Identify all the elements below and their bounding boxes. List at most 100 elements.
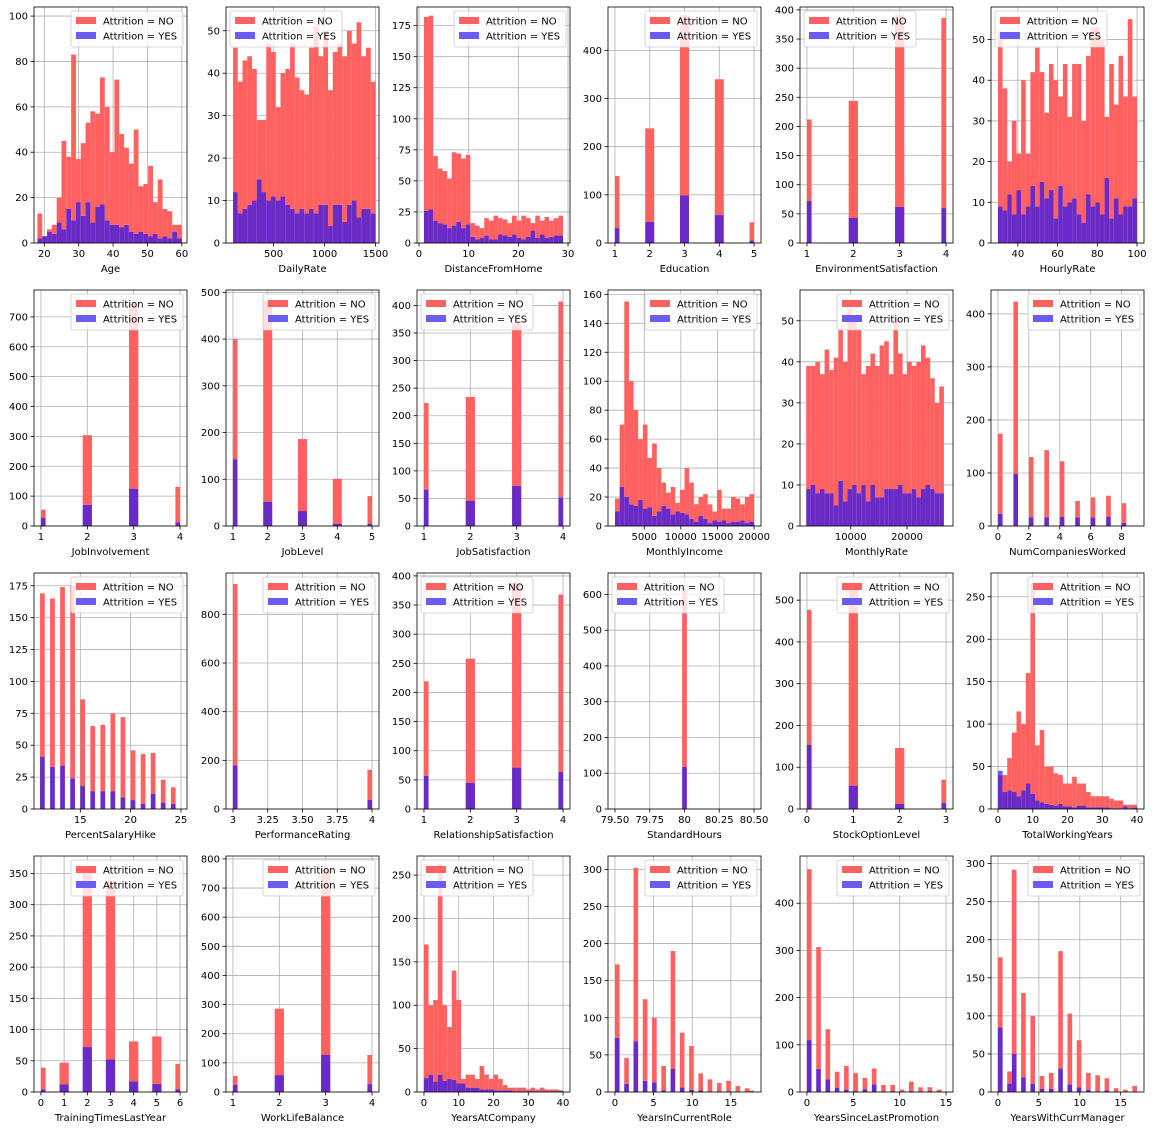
bar-attrition-no xyxy=(119,134,125,228)
bar-overlap xyxy=(530,1091,536,1092)
bar-attrition-no xyxy=(1011,120,1017,215)
bar-overlap xyxy=(647,507,653,526)
legend-box xyxy=(611,576,725,614)
bar-attrition-no xyxy=(615,498,620,512)
y-tick-label: 200 xyxy=(966,635,985,646)
bar-overlap xyxy=(824,493,830,526)
y-tick-label: 400 xyxy=(201,707,220,718)
bar-attrition-no xyxy=(1013,301,1019,475)
bar-overlap xyxy=(1025,783,1031,809)
bar-attrition-no xyxy=(895,15,905,207)
bar-overlap xyxy=(530,230,536,243)
bar-attrition-no xyxy=(60,587,65,766)
bar-overlap xyxy=(275,200,281,243)
bar-attrition-no xyxy=(1016,153,1022,191)
bar-overlap xyxy=(1048,804,1054,809)
bar-attrition-no xyxy=(1035,47,1040,207)
y-tick-label: 300 xyxy=(392,630,411,641)
bar-overlap xyxy=(1030,186,1036,243)
bar-attrition-no xyxy=(684,468,690,515)
bar-overlap xyxy=(50,766,55,809)
bar-attrition-no xyxy=(881,1084,886,1092)
bar-overlap xyxy=(829,493,834,526)
bar-overlap xyxy=(498,1090,503,1092)
legend-label-no: Attrition = NO xyxy=(453,300,524,311)
bar-overlap xyxy=(1021,1077,1026,1092)
y-tick-label: 250 xyxy=(392,871,411,882)
y-tick-label: 50 xyxy=(781,316,794,327)
subplot-YearsInCurrentRole: 0 5 10 15050100150200250300YearsInCurrentRo… xyxy=(583,855,762,1124)
bar-overlap xyxy=(366,209,371,243)
bar-attrition-no xyxy=(294,77,300,214)
bar-overlap xyxy=(927,1091,933,1092)
bar-overlap xyxy=(1104,1090,1110,1092)
legend-swatch-yes xyxy=(426,315,446,322)
bar-overlap xyxy=(693,521,699,526)
bar-overlap xyxy=(1109,218,1114,243)
bar-overlap xyxy=(321,1054,331,1092)
axes-frame xyxy=(33,6,188,244)
bar-attrition-no xyxy=(833,357,839,506)
legend-label-no: Attrition = NO xyxy=(869,300,940,311)
y-tick-label: 25 xyxy=(15,773,28,784)
subplot-TrainingTimesLastYear: 0 1 2 3 4 5 6 0 50 100 150 200 250 300 350 TrainingTime… xyxy=(9,855,188,1124)
bar-overlap xyxy=(1035,206,1040,243)
axes-frame xyxy=(416,572,571,810)
bar-overlap xyxy=(848,217,858,243)
bar-overlap xyxy=(40,517,46,526)
bar-overlap xyxy=(232,765,238,809)
x-axis-label: YearsSinceLastPromotion xyxy=(813,1113,939,1124)
x-tick-label: 80 xyxy=(1091,249,1104,260)
x-axis-label: JobInvolvement xyxy=(71,547,150,558)
bar-overlap xyxy=(370,213,376,243)
bar-attrition-no xyxy=(689,482,694,519)
bar-attrition-no xyxy=(370,81,376,214)
y-tick-label: 100 xyxy=(966,720,985,731)
legend: Attrition = NO Attrition = YES xyxy=(420,293,534,331)
y-tick-label: 100 xyxy=(583,769,602,780)
legend-box xyxy=(836,859,950,897)
bar-overlap xyxy=(304,213,310,243)
bar-overlap xyxy=(682,766,687,809)
x-tick-label: 3 xyxy=(681,249,687,260)
x-axis-label: WorkLifeBalance xyxy=(261,1113,344,1124)
bar-overlap xyxy=(661,1090,666,1092)
bar-attrition-no xyxy=(670,950,676,1069)
bar-attrition-no xyxy=(865,365,871,502)
bar-attrition-no xyxy=(647,457,653,508)
legend: Attrition = NO Attrition = YES xyxy=(836,859,950,897)
y-tick-label: 40 xyxy=(207,69,220,80)
bar-overlap xyxy=(70,778,75,809)
x-tick-label: 60 xyxy=(175,249,188,260)
bar-attrition-no xyxy=(1035,745,1040,801)
bar-attrition-no xyxy=(816,947,821,1069)
bar-overlap xyxy=(170,803,176,809)
subplot-RelationshipSatisfaction: 1 2 3 4 0 50 100 150 200 250 300 350 400 Relationship… xyxy=(392,571,571,841)
legend-swatch-no xyxy=(1000,17,1020,24)
bar-overlap xyxy=(856,493,862,526)
bar-overlap xyxy=(110,791,116,809)
bar-overlap xyxy=(423,210,429,243)
x-tick-label: 79.50 xyxy=(601,815,630,826)
bar-overlap xyxy=(1039,181,1045,243)
axes-frame xyxy=(990,289,1145,527)
bar-attrition-no xyxy=(936,1089,942,1092)
bar-overlap xyxy=(930,489,935,526)
bar-attrition-no xyxy=(682,588,687,767)
bar-attrition-no xyxy=(109,152,115,225)
legend: Attrition = NO Attrition = YES xyxy=(994,10,1108,48)
x-axis-label: EnvironmentSatisfaction xyxy=(815,264,938,275)
y-tick-label: 10 xyxy=(207,196,220,207)
bar-overlap xyxy=(898,484,903,526)
bar-attrition-no xyxy=(484,218,489,236)
y-tick-label: 100 xyxy=(775,763,794,774)
bar-overlap xyxy=(479,1089,485,1092)
subplot-MonthlyRate: 10000 20000 0 10 20 30 40 50 MonthlyRate Attritio… xyxy=(781,289,954,558)
bar-attrition-no xyxy=(884,341,889,490)
bar-attrition-no xyxy=(351,43,357,201)
bar-attrition-no xyxy=(442,170,448,225)
bar-overlap xyxy=(553,235,559,243)
legend-swatch-no xyxy=(1033,866,1053,873)
legend-label-no: Attrition = NO xyxy=(453,866,524,877)
bar-overlap xyxy=(735,521,741,526)
